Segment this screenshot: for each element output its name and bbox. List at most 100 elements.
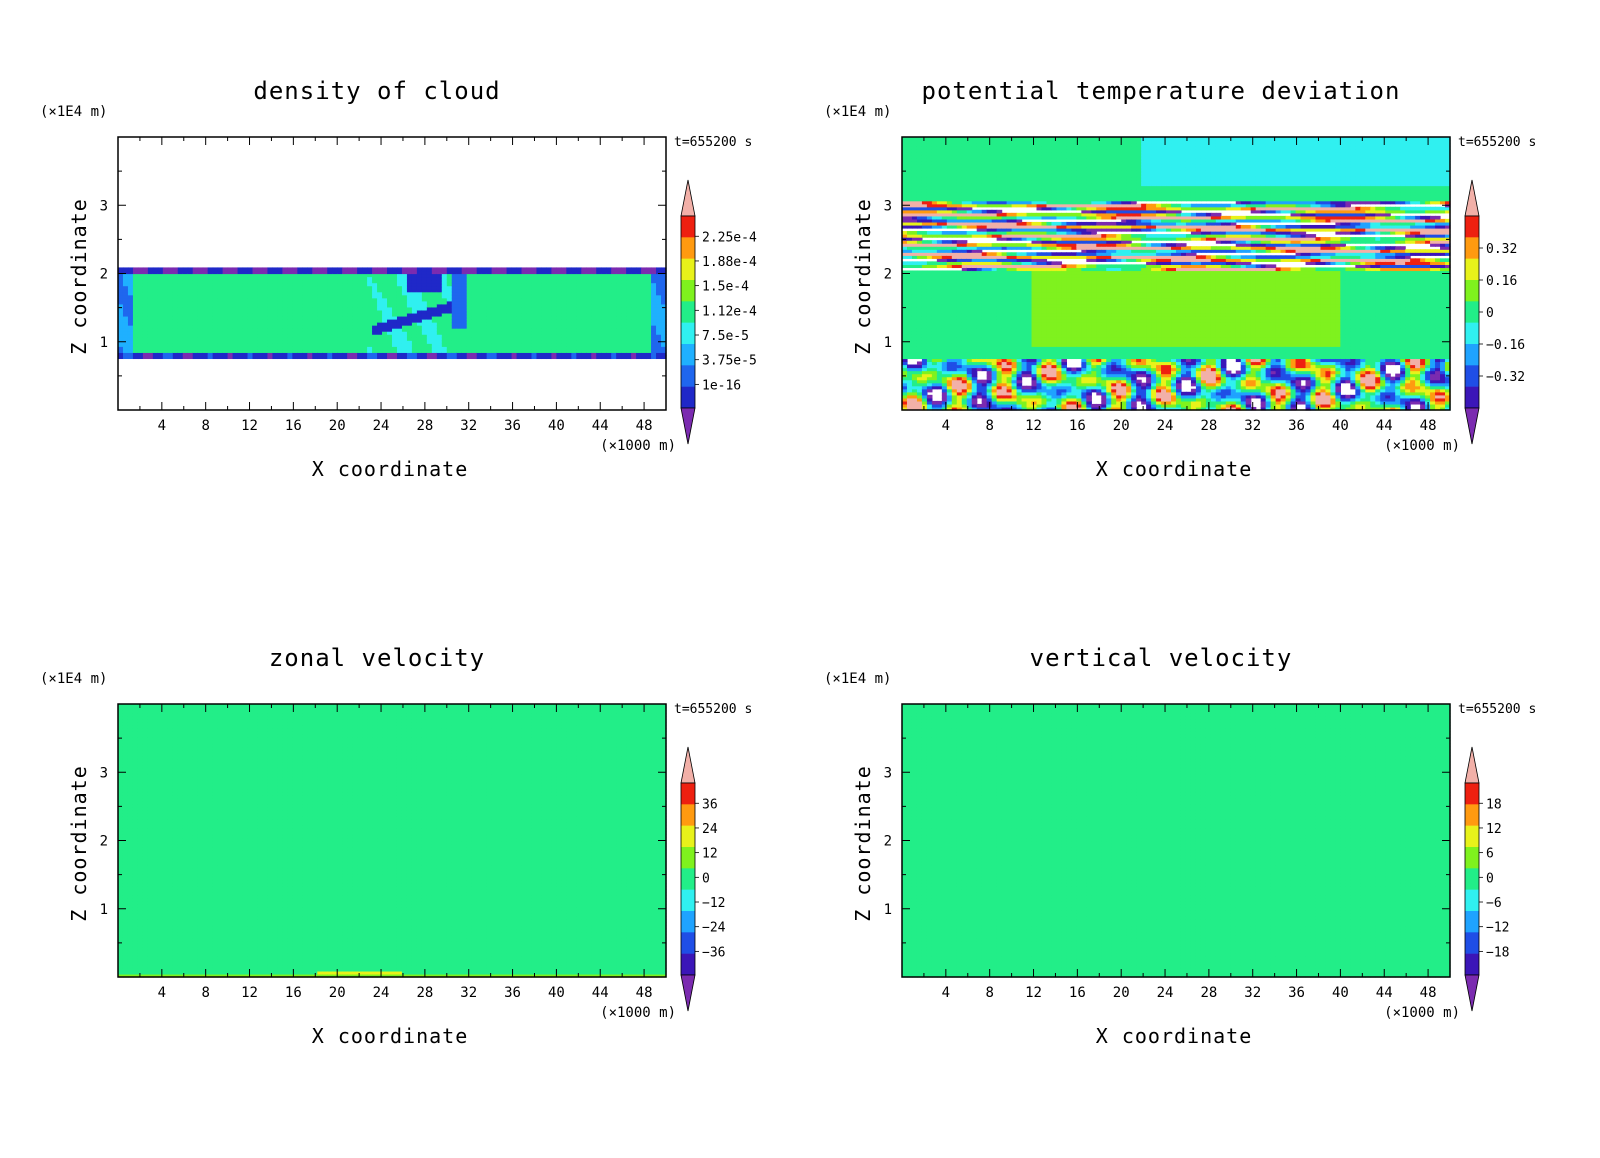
y-tick-label: 3 <box>100 198 108 214</box>
x-axis-label: X coordinate <box>312 1024 469 1048</box>
colorbar-label: 6 <box>1486 847 1494 862</box>
x-tick-label: 44 <box>1376 985 1393 1001</box>
x-tick-label: 32 <box>1244 985 1261 1001</box>
chart-title: density of cloud <box>253 77 500 105</box>
colorbar-segment <box>1465 237 1479 259</box>
colorbar-label: 1.88e-4 <box>702 255 757 270</box>
x-unit-label: (×1000 m) <box>600 1005 676 1021</box>
x-tick-label: 28 <box>1200 985 1217 1001</box>
colorbar-segment <box>681 322 695 345</box>
chart-panel-4: vertical velocity(×1E4 m)t=655200 s4 8 12 1… <box>824 644 1536 1048</box>
colorbar-label: 2.25e-4 <box>702 230 757 245</box>
colorbar-label: 3.75e-5 <box>702 354 757 369</box>
colorbar-segment <box>681 344 695 366</box>
colorbar-label: 0 <box>1486 871 1494 886</box>
colorbar-segment <box>681 804 695 826</box>
colorbar-segment <box>681 301 695 323</box>
colorbar-segment <box>681 783 695 805</box>
y-tick-label: 1 <box>884 902 892 918</box>
colorbar-label: 0 <box>1486 306 1494 321</box>
colorbar-segment <box>1465 280 1479 302</box>
colorbar-label: 1.5e-4 <box>702 280 749 295</box>
y-axis-label: Z coordinate <box>67 198 91 355</box>
colorbar-max-triangle <box>1464 179 1480 217</box>
colorbar-segment <box>1465 365 1479 387</box>
colorbar-segment <box>1465 216 1479 238</box>
x-tick-label: 40 <box>1332 418 1349 434</box>
x-tick-label: 36 <box>1288 418 1305 434</box>
colorbar-label: 36 <box>702 797 718 812</box>
colorbar-segment <box>1465 953 1479 976</box>
y-unit-label: (×1E4 m) <box>824 104 891 120</box>
colorbar-segment <box>1465 911 1479 933</box>
x-tick-label: 24 <box>1157 985 1174 1001</box>
x-tick-label: 4 <box>158 418 166 434</box>
colorbar: 0.32 0.16 0 −0.16 −0.32 <box>1464 179 1525 445</box>
y-tick-label: 1 <box>100 335 108 351</box>
colorbar-segment <box>1465 301 1479 323</box>
x-tick-label: 44 <box>1376 418 1393 434</box>
colorbar: 2.25e-4 1.88e-4 1.5e-4 1.12e-4 7.5e-5 3.75e-5… <box>680 179 757 445</box>
x-tick-label: 48 <box>636 985 653 1001</box>
colorbar-segment <box>1465 804 1479 826</box>
x-unit-label: (×1000 m) <box>1384 438 1460 454</box>
colorbar-max-triangle <box>680 746 696 784</box>
x-tick-label: 28 <box>416 985 433 1001</box>
x-tick-label: 8 <box>201 985 209 1001</box>
y-tick-label: 2 <box>884 834 892 850</box>
colorbar-segment <box>681 847 695 869</box>
colorbar-segment <box>681 258 695 281</box>
x-axis-label: X coordinate <box>1096 1024 1253 1048</box>
x-tick-label: 12 <box>1025 985 1042 1001</box>
colorbar-label: 0 <box>702 871 710 886</box>
x-axis-label: X coordinate <box>1096 457 1253 481</box>
colorbar-max-triangle <box>1464 746 1480 784</box>
y-tick-label: 2 <box>100 834 108 850</box>
x-tick-label: 8 <box>985 418 993 434</box>
x-tick-label: 32 <box>1244 418 1261 434</box>
time-label: t=655200 s <box>674 135 752 150</box>
colorbar-segment <box>681 237 695 259</box>
y-tick-label: 3 <box>884 765 892 781</box>
x-tick-label: 48 <box>1420 418 1437 434</box>
colorbar-segment <box>681 911 695 933</box>
colorbar-segment <box>1465 825 1479 848</box>
y-axis-label: Z coordinate <box>67 765 91 922</box>
y-tick-label: 3 <box>100 765 108 781</box>
x-tick-label: 12 <box>1025 418 1042 434</box>
colorbar-segment <box>1465 889 1479 912</box>
x-tick-label: 28 <box>1200 418 1217 434</box>
colorbar-segment <box>681 953 695 976</box>
colorbar: 18 12 6 0 −6 −12 −18 <box>1464 746 1509 1012</box>
colorbar-label: 7.5e-5 <box>702 329 749 344</box>
x-tick-label: 24 <box>373 985 390 1001</box>
chart-panel-2: potential temperature deviation (×1E4 m) t… <box>824 77 1536 481</box>
colorbar-label: −0.16 <box>1486 338 1525 353</box>
colorbar-segment <box>1465 783 1479 805</box>
x-tick-label: 32 <box>460 418 477 434</box>
colorbar-segment <box>681 932 695 954</box>
x-tick-label: 16 <box>285 418 302 434</box>
colorbar-label: −0.32 <box>1486 370 1525 385</box>
x-tick-label: 12 <box>241 985 258 1001</box>
x-axis-label: X coordinate <box>312 457 469 481</box>
x-tick-label: 44 <box>592 418 609 434</box>
contour-field <box>902 704 1451 978</box>
colorbar-segment <box>1465 868 1479 890</box>
y-unit-label: (×1E4 m) <box>824 671 891 687</box>
colorbar-segment <box>681 386 695 409</box>
y-tick-label: 1 <box>100 902 108 918</box>
colorbar-segment <box>1465 344 1479 366</box>
contour-field <box>118 704 667 978</box>
x-tick-label: 4 <box>158 985 166 1001</box>
x-tick-label: 40 <box>548 418 565 434</box>
colorbar-min-triangle <box>680 407 696 445</box>
colorbar-min-triangle <box>1464 407 1480 445</box>
x-tick-label: 28 <box>416 418 433 434</box>
x-tick-label: 36 <box>1288 985 1305 1001</box>
chart-title: zonal velocity <box>269 644 485 672</box>
chart-panel-3: zonal velocity(×1E4 m)t=655200 s4 8 12 16 20… <box>40 644 752 1048</box>
colorbar-segment <box>1465 258 1479 281</box>
contour-field <box>902 137 1451 411</box>
